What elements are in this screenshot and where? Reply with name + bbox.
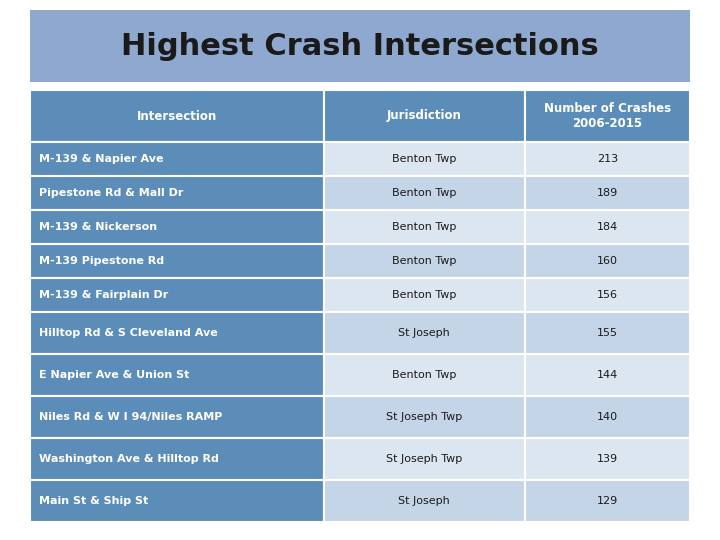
FancyBboxPatch shape	[525, 278, 690, 312]
Text: 155: 155	[597, 328, 618, 338]
FancyBboxPatch shape	[324, 90, 525, 142]
Text: 156: 156	[597, 290, 618, 300]
Text: Benton Twp: Benton Twp	[392, 290, 456, 300]
FancyBboxPatch shape	[525, 312, 690, 354]
FancyBboxPatch shape	[525, 210, 690, 244]
Text: Pipestone Rd & Mall Dr: Pipestone Rd & Mall Dr	[39, 188, 183, 198]
Text: M-139 & Nickerson: M-139 & Nickerson	[39, 222, 157, 232]
FancyBboxPatch shape	[30, 438, 324, 480]
FancyBboxPatch shape	[525, 480, 690, 522]
Text: 160: 160	[597, 256, 618, 266]
Text: Main St & Ship St: Main St & Ship St	[39, 496, 148, 506]
FancyBboxPatch shape	[525, 396, 690, 438]
Text: Benton Twp: Benton Twp	[392, 256, 456, 266]
FancyBboxPatch shape	[324, 354, 525, 396]
FancyBboxPatch shape	[30, 244, 324, 278]
Text: 129: 129	[597, 496, 618, 506]
Text: M-139 Pipestone Rd: M-139 Pipestone Rd	[39, 256, 163, 266]
FancyBboxPatch shape	[525, 142, 690, 176]
FancyBboxPatch shape	[525, 438, 690, 480]
FancyBboxPatch shape	[30, 312, 324, 354]
FancyBboxPatch shape	[30, 278, 324, 312]
Text: St Joseph Twp: St Joseph Twp	[386, 454, 462, 464]
FancyBboxPatch shape	[30, 176, 324, 210]
FancyBboxPatch shape	[30, 396, 324, 438]
Text: E Napier Ave & Union St: E Napier Ave & Union St	[39, 370, 189, 380]
Text: St Joseph Twp: St Joseph Twp	[386, 412, 462, 422]
Text: M-139 & Napier Ave: M-139 & Napier Ave	[39, 154, 163, 164]
FancyBboxPatch shape	[30, 480, 324, 522]
FancyBboxPatch shape	[30, 354, 324, 396]
FancyBboxPatch shape	[324, 142, 525, 176]
Text: 184: 184	[597, 222, 618, 232]
Text: Niles Rd & W I 94/Niles RAMP: Niles Rd & W I 94/Niles RAMP	[39, 412, 222, 422]
FancyBboxPatch shape	[324, 438, 525, 480]
FancyBboxPatch shape	[525, 244, 690, 278]
Text: 189: 189	[597, 188, 618, 198]
Text: St Joseph: St Joseph	[398, 328, 450, 338]
Text: M-139 & Fairplain Dr: M-139 & Fairplain Dr	[39, 290, 168, 300]
Text: St Joseph: St Joseph	[398, 496, 450, 506]
Text: Benton Twp: Benton Twp	[392, 188, 456, 198]
FancyBboxPatch shape	[525, 176, 690, 210]
FancyBboxPatch shape	[324, 210, 525, 244]
Text: Number of Crashes
2006-2015: Number of Crashes 2006-2015	[544, 102, 671, 130]
Text: Benton Twp: Benton Twp	[392, 154, 456, 164]
FancyBboxPatch shape	[324, 244, 525, 278]
FancyBboxPatch shape	[324, 312, 525, 354]
Text: 144: 144	[597, 370, 618, 380]
Text: Intersection: Intersection	[137, 110, 217, 123]
Text: Washington Ave & Hilltop Rd: Washington Ave & Hilltop Rd	[39, 454, 218, 464]
FancyBboxPatch shape	[30, 142, 324, 176]
Text: Benton Twp: Benton Twp	[392, 370, 456, 380]
Text: Benton Twp: Benton Twp	[392, 222, 456, 232]
Text: 139: 139	[597, 454, 618, 464]
FancyBboxPatch shape	[525, 354, 690, 396]
Text: Jurisdiction: Jurisdiction	[387, 110, 462, 123]
FancyBboxPatch shape	[30, 210, 324, 244]
FancyBboxPatch shape	[324, 278, 525, 312]
FancyBboxPatch shape	[30, 10, 690, 82]
Text: 213: 213	[597, 154, 618, 164]
FancyBboxPatch shape	[324, 176, 525, 210]
FancyBboxPatch shape	[525, 90, 690, 142]
FancyBboxPatch shape	[324, 396, 525, 438]
Text: Highest Crash Intersections: Highest Crash Intersections	[121, 31, 599, 60]
FancyBboxPatch shape	[30, 90, 324, 142]
Text: 140: 140	[597, 412, 618, 422]
FancyBboxPatch shape	[324, 480, 525, 522]
Text: Hilltop Rd & S Cleveland Ave: Hilltop Rd & S Cleveland Ave	[39, 328, 217, 338]
